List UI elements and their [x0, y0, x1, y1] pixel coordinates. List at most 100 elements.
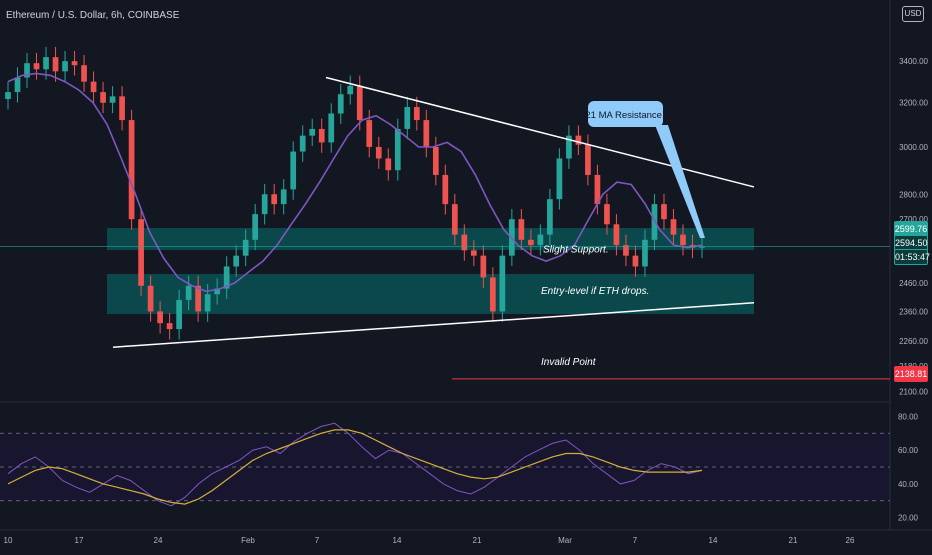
price-axis-tick: 2800.00: [899, 190, 928, 199]
candle-body: [223, 266, 230, 289]
candle-body: [233, 255, 240, 267]
time-axis-tick: 14: [393, 536, 402, 545]
price-axis-tick: 3000.00: [899, 143, 928, 152]
price-axis-tick: 3400.00: [899, 57, 928, 66]
time-axis-tick: 10: [4, 536, 13, 545]
candle-body: [556, 158, 563, 200]
candle-body: [518, 219, 525, 240]
candle-body: [566, 135, 572, 159]
candle-body: [423, 120, 430, 147]
candle-body: [176, 299, 182, 330]
candle-body: [280, 189, 287, 205]
rsi-axis-tick: 80.00: [898, 412, 919, 421]
time-axis-tick: Mar: [558, 536, 572, 545]
candle-body: [242, 239, 249, 256]
callout-pointer: [655, 125, 705, 238]
candle-body: [204, 294, 211, 312]
candle-body: [585, 144, 591, 175]
slight-support-label: Slight Support.: [543, 245, 609, 256]
candle-body: [100, 92, 106, 103]
price-axis-tick: 2100.00: [899, 387, 928, 396]
rsi-axis-tick: 60.00: [898, 446, 919, 455]
rsi-ma-line: [7, 429, 703, 505]
rsi-axis-tick: 40.00: [898, 480, 919, 489]
candle-body: [385, 158, 392, 171]
candle-body: [128, 120, 135, 220]
candle-body: [375, 146, 382, 159]
candle-body: [166, 323, 173, 330]
candle-body: [394, 128, 401, 171]
candle-body: [24, 63, 30, 78]
candle-body: [642, 239, 648, 267]
time-axis-tick: 7: [633, 536, 638, 545]
candle-body: [699, 246, 705, 248]
support-trendline: [112, 302, 755, 348]
candle-body: [347, 85, 354, 95]
symbol-title: Ethereum / U.S. Dollar, 6h, COINBASE: [6, 10, 180, 21]
candle-body: [185, 285, 192, 300]
invalid-level-badge: 2138.81: [894, 366, 928, 382]
price-axis-tick: 3200.00: [899, 99, 928, 108]
candle-body: [138, 219, 144, 286]
resistance-trendline: [325, 76, 755, 188]
candle-body: [328, 113, 335, 143]
time-axis-tick: Feb: [241, 536, 255, 545]
candle-body: [661, 204, 667, 220]
candle-body: [451, 204, 458, 235]
invalid-point-label: Invalid Point: [541, 357, 597, 368]
time-axis-tick: 17: [75, 536, 84, 545]
candle-body: [413, 107, 420, 121]
candle-body: [52, 57, 59, 72]
candle-body: [261, 194, 268, 215]
candle-body: [14, 77, 21, 93]
price-axis-tick: 2700.00: [899, 215, 928, 224]
candle-body: [480, 255, 487, 278]
candle-body: [670, 219, 677, 235]
callout-box: [588, 101, 663, 127]
candle-body: [43, 57, 49, 70]
candle-body: [5, 92, 11, 99]
rsi-line: [7, 422, 703, 507]
ma-21-line: [7, 72, 703, 293]
candle-body: [404, 107, 411, 129]
candle-body: [309, 128, 316, 136]
rsi-axis-tick: 20.00: [898, 514, 919, 523]
candle-body: [575, 135, 582, 145]
candle-body: [147, 285, 154, 312]
candle-body: [252, 214, 259, 240]
candle-body: [632, 255, 639, 267]
price-axis-tick: 2360.00: [899, 307, 928, 316]
candle-body: [337, 94, 344, 114]
candle-body: [537, 234, 544, 246]
candle-body: [470, 250, 477, 256]
time-axis-tick: 14: [709, 536, 718, 545]
candle-body: [356, 85, 363, 121]
time-axis-tick: 26: [846, 536, 855, 545]
candle-body: [547, 199, 553, 235]
time-axis-tick: 7: [315, 536, 320, 545]
ma-value-badge: 2599.76: [894, 221, 928, 237]
currency-badge[interactable]: USD: [902, 6, 924, 22]
countdown-badge: 01:53:47: [894, 249, 930, 265]
candle-body: [109, 96, 116, 103]
candle-body: [318, 128, 325, 143]
candle-body: [71, 61, 78, 66]
candle-body: [214, 288, 221, 295]
candle-body: [119, 96, 125, 121]
rsi-band: [0, 433, 890, 501]
time-axis-tick: 21: [473, 536, 482, 545]
candle-body: [604, 204, 610, 225]
candle-body: [489, 277, 496, 312]
candle-body: [499, 255, 506, 312]
candle-body: [62, 61, 68, 72]
candle-body: [594, 174, 601, 205]
candle-body: [528, 239, 534, 246]
candle-body: [299, 135, 306, 152]
candle-body: [442, 174, 449, 205]
entry-level-label: Entry-level if ETH drops.: [541, 286, 649, 297]
candle-body: [90, 81, 97, 93]
callout-label: 21 MA Resistance.: [585, 110, 664, 121]
price-axis-tick: 2260.00: [899, 337, 928, 346]
